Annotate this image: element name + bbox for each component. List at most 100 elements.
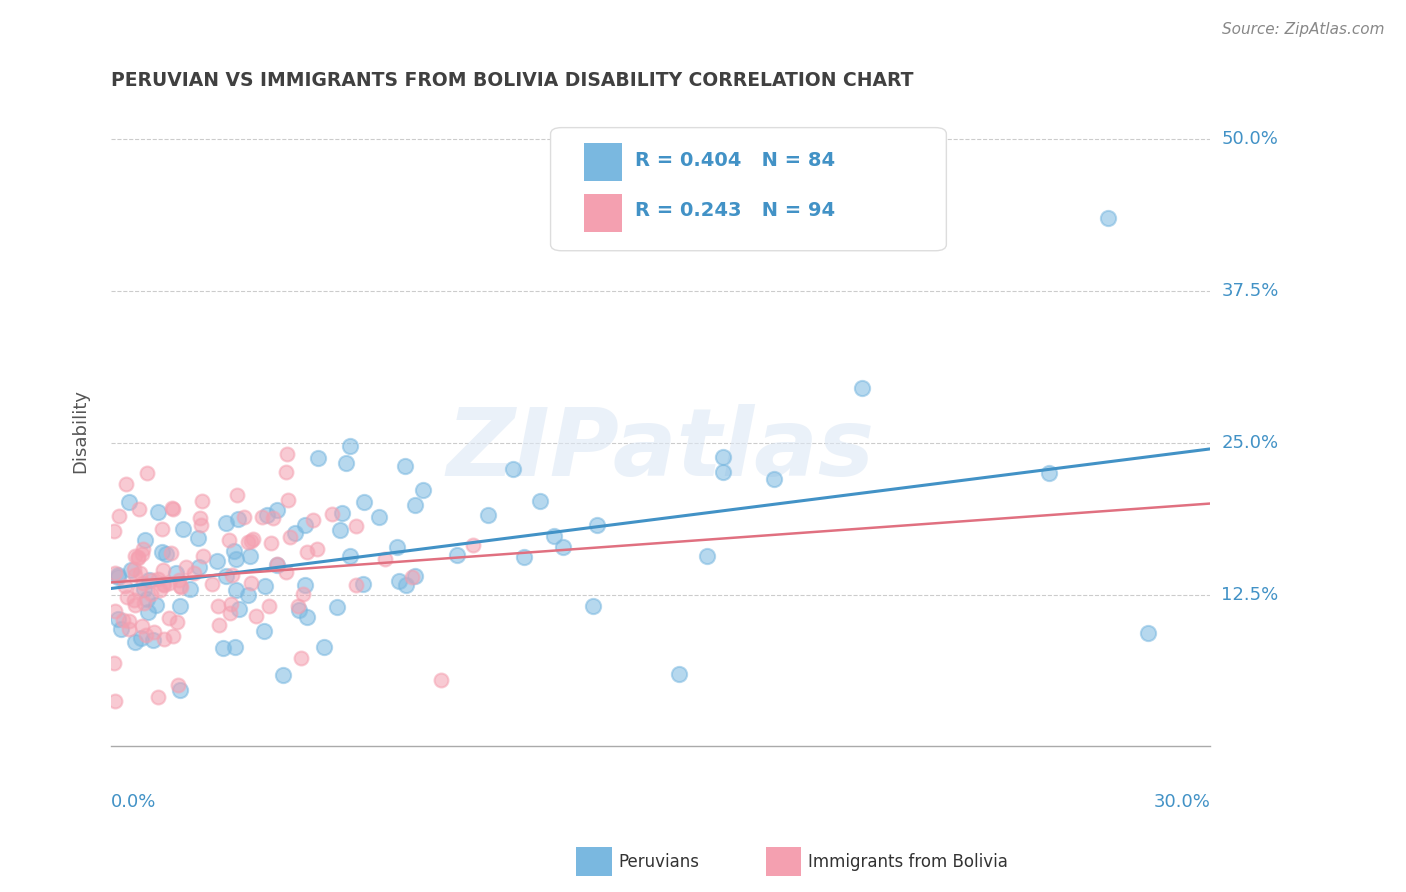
Point xyxy=(127,551,149,566)
Point xyxy=(128,566,150,580)
Point xyxy=(145,598,167,612)
Point xyxy=(167,678,190,692)
Point xyxy=(138,573,160,587)
Point xyxy=(152,632,174,647)
Point xyxy=(1136,626,1159,640)
Point xyxy=(108,509,131,524)
Point xyxy=(169,599,191,613)
Point xyxy=(170,580,193,594)
Point xyxy=(228,602,250,616)
Point xyxy=(111,613,134,627)
Point xyxy=(236,534,259,549)
Text: 0.0%: 0.0% xyxy=(111,792,156,811)
Point xyxy=(253,578,276,592)
Point xyxy=(149,582,172,597)
Point xyxy=(129,632,152,646)
Point xyxy=(120,563,142,577)
Point xyxy=(586,517,609,532)
Point xyxy=(221,568,243,582)
Point xyxy=(165,566,187,581)
Point xyxy=(240,575,263,590)
Point xyxy=(256,508,278,522)
Bar xyxy=(583,144,621,181)
Text: 37.5%: 37.5% xyxy=(1222,282,1278,300)
Point xyxy=(152,577,174,591)
Point xyxy=(260,535,283,549)
Point xyxy=(159,546,181,560)
Point xyxy=(134,582,156,597)
Point xyxy=(117,614,139,628)
Point xyxy=(155,547,177,561)
Point xyxy=(284,526,307,541)
Point xyxy=(668,666,690,681)
Point xyxy=(312,640,335,655)
Point xyxy=(225,552,247,566)
Point xyxy=(132,576,155,591)
Point xyxy=(696,549,718,563)
Point xyxy=(1097,211,1119,226)
Point xyxy=(543,529,565,543)
Point xyxy=(582,599,605,614)
Text: Peruvians: Peruvians xyxy=(619,853,700,871)
Point xyxy=(301,512,323,526)
Point xyxy=(368,510,391,524)
Point xyxy=(146,690,169,704)
Point xyxy=(159,575,181,590)
Point xyxy=(763,472,786,486)
Point xyxy=(222,544,245,558)
Point xyxy=(114,477,136,491)
Point xyxy=(215,569,238,583)
Point xyxy=(224,640,246,654)
Point xyxy=(167,573,190,587)
Point xyxy=(307,542,329,557)
Point xyxy=(205,554,228,568)
Point xyxy=(150,522,173,536)
Point xyxy=(114,579,136,593)
Point xyxy=(240,534,263,549)
Point xyxy=(262,511,284,525)
Point xyxy=(107,568,129,582)
Point xyxy=(307,450,329,465)
Text: 50.0%: 50.0% xyxy=(1222,130,1278,148)
Text: PERUVIAN VS IMMIGRANTS FROM BOLIVIA DISABILITY CORRELATION CHART: PERUVIAN VS IMMIGRANTS FROM BOLIVIA DISA… xyxy=(111,70,914,90)
Point xyxy=(412,483,434,498)
Point xyxy=(276,465,298,479)
Point xyxy=(287,599,309,614)
Point xyxy=(278,530,301,544)
Point xyxy=(166,615,188,629)
Point xyxy=(387,540,409,554)
Point xyxy=(250,509,273,524)
Text: R = 0.243   N = 94: R = 0.243 N = 94 xyxy=(636,202,835,220)
Point xyxy=(477,508,499,523)
Text: Disability: Disability xyxy=(70,389,89,473)
Point xyxy=(219,597,242,611)
Point xyxy=(851,381,873,395)
Point xyxy=(162,629,184,643)
Point xyxy=(332,506,354,520)
Point xyxy=(218,533,240,547)
Point xyxy=(128,502,150,516)
Point xyxy=(122,593,145,607)
Point xyxy=(335,456,357,470)
Point xyxy=(329,524,352,538)
Point xyxy=(124,598,146,612)
Point xyxy=(429,673,451,687)
Text: 30.0%: 30.0% xyxy=(1153,792,1211,811)
Point xyxy=(218,607,240,621)
Point xyxy=(118,622,141,636)
Point xyxy=(271,668,294,682)
Point xyxy=(107,570,129,584)
Point xyxy=(1038,467,1060,481)
Point xyxy=(711,465,734,479)
Point xyxy=(529,494,551,508)
Point xyxy=(266,557,288,571)
Point xyxy=(276,446,298,460)
Point xyxy=(104,604,127,618)
Point xyxy=(128,583,150,598)
Point xyxy=(236,588,259,602)
Point xyxy=(136,466,159,480)
Point xyxy=(172,522,194,536)
Point xyxy=(461,538,484,552)
FancyBboxPatch shape xyxy=(551,128,946,251)
Point xyxy=(160,501,183,516)
